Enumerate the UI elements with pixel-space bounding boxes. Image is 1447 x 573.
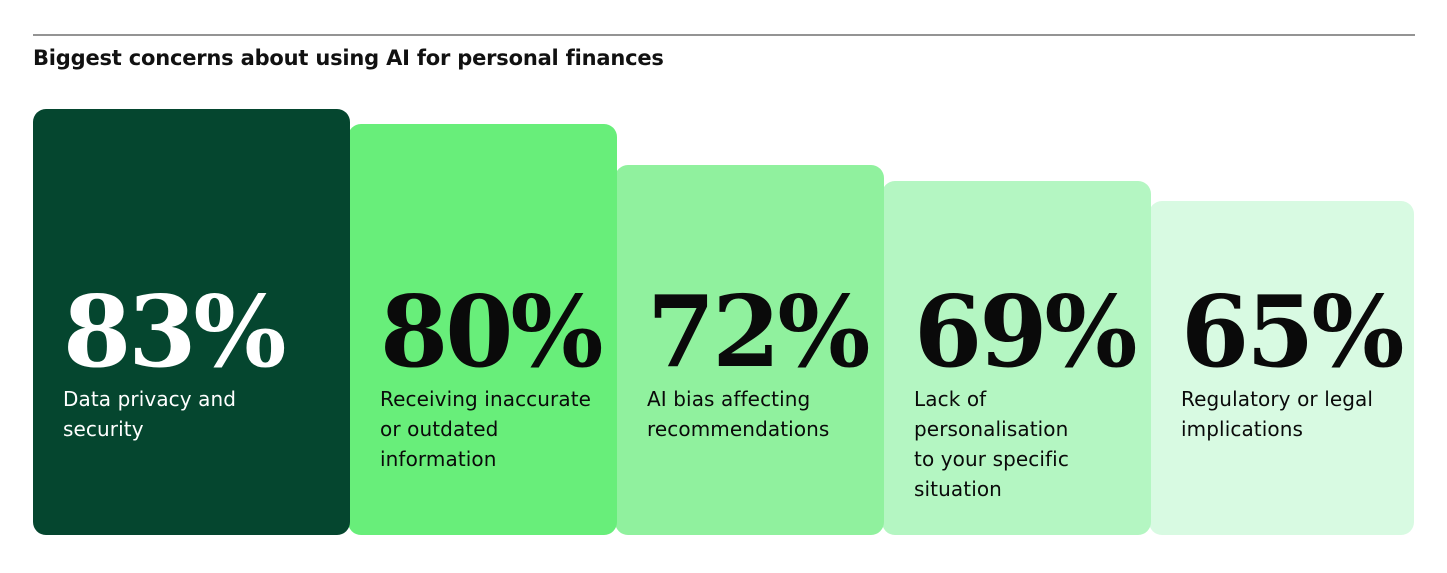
bar-text-group-3: 72% AI bias affecting recommendations (647, 284, 889, 444)
bar-text-group-5: 65% Regulatory or legal implications (1181, 284, 1423, 444)
bar-text-group-4: 69% Lack of personalisation to your spec… (914, 284, 1156, 504)
top-divider (33, 34, 1415, 36)
bar-regulatory-legal (1149, 201, 1414, 535)
bar-label-5: Regulatory or legal implications (1181, 387, 1374, 441)
bar-data-privacy-and-security (33, 109, 350, 535)
bar-value-5: 65% (1181, 275, 1405, 390)
bar-lack-of-personalisation (882, 181, 1151, 535)
bar-label-2: Receiving inaccurate or outdated informa… (380, 387, 592, 471)
bar-text-group-2: 80% Receiving inaccurate or outdated inf… (380, 284, 622, 474)
bar-value-4: 69% (914, 275, 1138, 390)
bar-value-1: 83% (63, 275, 287, 390)
bar-inaccurate-outdated-information (348, 124, 617, 535)
bar-value-3: 72% (647, 275, 871, 390)
bar-chart: 83% Data privacy and security 80% Receiv… (33, 109, 1415, 535)
bar-text-group-1: 83% Data privacy and security (63, 284, 305, 444)
bar-label-3: AI bias affecting recommendations (647, 387, 830, 441)
bar-label-4: Lack of personalisation to your specific… (914, 387, 1069, 501)
page-title: Biggest concerns about using AI for pers… (33, 46, 664, 70)
bar-label-1: Data privacy and security (63, 387, 237, 441)
bar-ai-bias (615, 165, 884, 535)
bar-value-2: 80% (380, 275, 604, 390)
